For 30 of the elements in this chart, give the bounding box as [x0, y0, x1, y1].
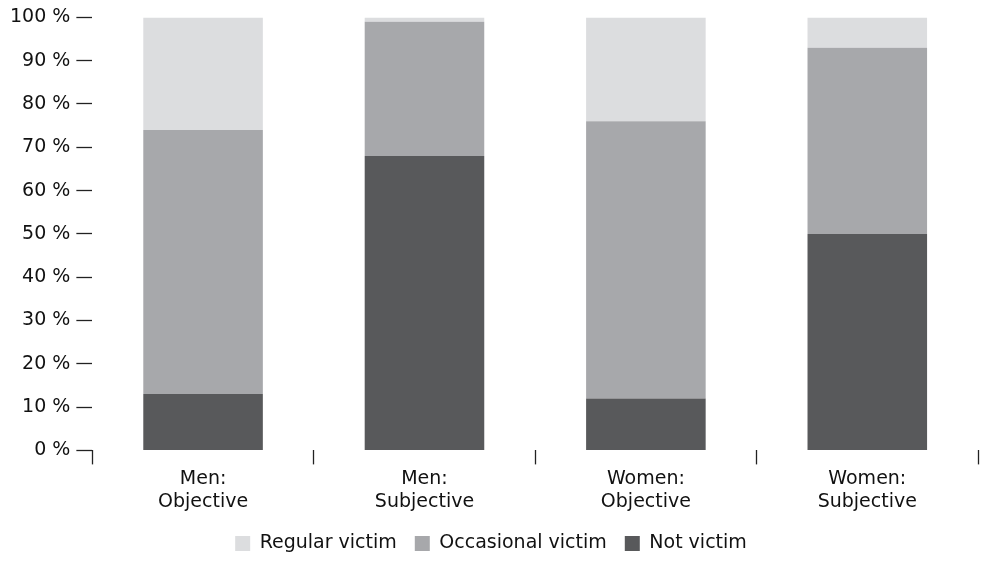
- bar: [586, 121, 706, 399]
- y-tick-label: 30 %: [22, 307, 71, 330]
- y-tick-label: 0 %: [34, 437, 71, 460]
- bar: [143, 394, 263, 450]
- bar: [364, 155, 485, 450]
- y-tick-label: 20 %: [22, 350, 71, 373]
- bar: [807, 47, 928, 234]
- bar: [364, 17, 485, 22]
- bar: [364, 21, 485, 156]
- x-tick-label: Women: Objective: [600, 465, 691, 511]
- y-tick-label: 90 %: [22, 47, 71, 70]
- y-tick-label: 80 %: [22, 90, 71, 113]
- bar: [586, 17, 706, 122]
- y-tick-label: 50 %: [22, 220, 71, 243]
- legend-label: Not victim: [649, 530, 747, 553]
- legend-label: Regular victim: [259, 530, 397, 553]
- bar: [807, 233, 928, 450]
- x-tick-label: Men: Objective: [158, 465, 249, 511]
- x-tick-label: Women: Subjective: [817, 465, 917, 511]
- bar: [143, 17, 263, 130]
- bar: [586, 398, 706, 450]
- bar: [143, 129, 263, 395]
- y-tick-label: 40 %: [22, 264, 71, 287]
- y-tick-label: 10 %: [22, 394, 71, 417]
- y-tick-label: 100 %: [10, 4, 71, 27]
- bar: [807, 17, 928, 48]
- x-tick-label: Men: Subjective: [374, 465, 475, 511]
- legend-label: Occasional victim: [439, 530, 607, 553]
- y-tick-label: 60 %: [22, 177, 71, 200]
- y-tick-label: 70 %: [22, 134, 71, 157]
